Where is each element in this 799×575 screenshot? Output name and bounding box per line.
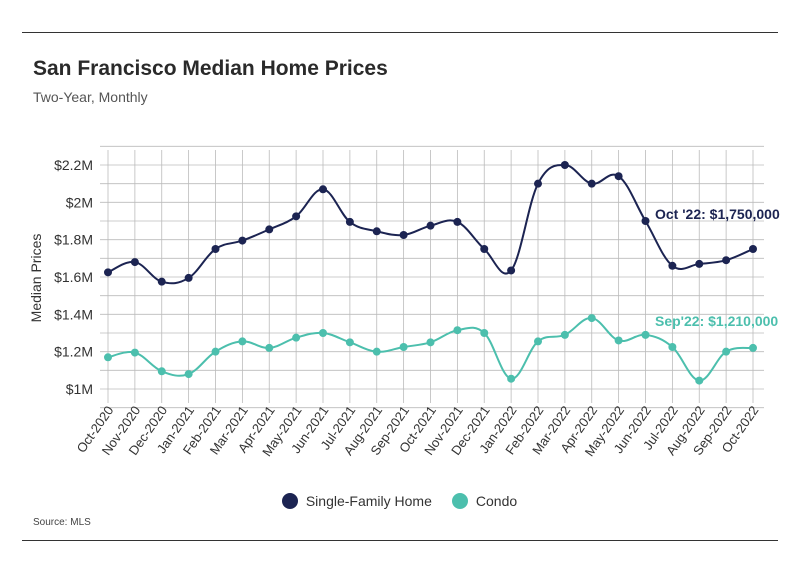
data-point-condo — [238, 337, 247, 346]
x-axis-ticks: Oct-2020Nov-2020Dec-2020Jan-2021Feb-2021… — [73, 403, 761, 459]
data-point-sfh — [130, 258, 139, 267]
data-point-sfh — [453, 217, 462, 226]
data-point-condo — [104, 353, 112, 362]
data-point-sfh — [426, 221, 435, 230]
data-point-condo — [695, 376, 704, 385]
data-point-condo — [157, 367, 166, 376]
data-point-sfh — [560, 161, 569, 169]
data-point-condo — [507, 374, 516, 383]
legend: Single-Family Home Condo — [0, 493, 799, 509]
data-point-condo — [749, 343, 757, 352]
legend-item-condo: Condo — [451, 493, 518, 509]
data-point-condo — [668, 343, 677, 351]
data-point-sfh — [345, 217, 354, 226]
data-point-sfh — [104, 268, 112, 277]
legend-label-sfh: Single-Family Home — [305, 493, 432, 509]
data-point-sfh — [292, 212, 301, 221]
data-point-sfh — [372, 227, 381, 236]
data-point-sfh — [238, 236, 247, 245]
data-point-condo — [399, 343, 408, 351]
data-point-sfh — [534, 179, 542, 188]
source-note: Source: MLS — [33, 517, 91, 528]
annotation-condo: Sep'22: $1,210,000 — [655, 313, 778, 329]
series-points — [104, 161, 757, 385]
gridlines — [100, 145, 764, 409]
legend-label-condo: Condo — [475, 493, 518, 509]
data-point-sfh — [668, 261, 677, 270]
y-tick-label: $1.8M — [54, 232, 93, 248]
data-point-sfh — [399, 231, 408, 239]
data-point-condo — [184, 370, 193, 379]
data-point-condo — [130, 348, 139, 357]
data-point-sfh — [749, 245, 757, 253]
data-point-condo — [426, 338, 435, 347]
y-tick-label: $1.4M — [54, 306, 93, 322]
data-point-sfh — [614, 172, 623, 181]
y-tick-label: $1M — [66, 381, 93, 397]
data-point-condo — [319, 329, 327, 337]
data-point-condo — [265, 343, 274, 352]
top-rule — [22, 32, 778, 33]
data-point-condo — [614, 336, 623, 345]
data-point-condo — [292, 333, 301, 342]
data-point-condo — [722, 347, 731, 356]
data-point-condo — [560, 330, 569, 339]
legend-item-sfh: Single-Family Home — [281, 493, 432, 509]
y-tick-label: $2M — [66, 194, 93, 210]
data-point-sfh — [695, 259, 704, 268]
data-point-sfh — [265, 225, 274, 234]
data-point-condo — [211, 347, 220, 356]
data-point-sfh — [587, 179, 596, 188]
data-point-condo — [587, 314, 596, 323]
annotation-sfh: Oct '22: $1,750,000 — [655, 206, 780, 222]
data-point-sfh — [184, 273, 193, 282]
y-axis-ticks: $1M $1.2M $1.4M $1.6M $1.8M $2M $2.2M — [54, 157, 93, 397]
legend-swatch-condo — [451, 493, 468, 509]
data-point-sfh — [641, 217, 650, 225]
legend-swatch-sfh — [281, 493, 298, 509]
data-point-condo — [480, 329, 489, 337]
y-tick-label: $2.2M — [54, 157, 93, 173]
data-point-condo — [345, 338, 354, 347]
y-tick-label: $1.6M — [54, 269, 93, 285]
y-axis-label: Median Prices — [28, 234, 44, 323]
data-point-sfh — [507, 266, 516, 275]
data-point-condo — [372, 347, 381, 356]
data-point-sfh — [319, 185, 327, 194]
chart-subtitle: Two-Year, Monthly — [33, 89, 148, 105]
annotations: Oct '22: $1,750,000 Sep'22: $1,210,000 — [655, 206, 780, 329]
y-tick-label: $1.2M — [54, 344, 93, 360]
bottom-rule — [22, 540, 778, 541]
data-point-sfh — [211, 245, 220, 253]
data-point-condo — [641, 330, 650, 339]
data-point-sfh — [722, 256, 731, 265]
data-point-condo — [534, 337, 542, 346]
data-point-sfh — [480, 245, 489, 253]
data-point-sfh — [157, 277, 166, 286]
chart-title: San Francisco Median Home Prices — [33, 57, 388, 80]
data-point-condo — [453, 326, 462, 335]
